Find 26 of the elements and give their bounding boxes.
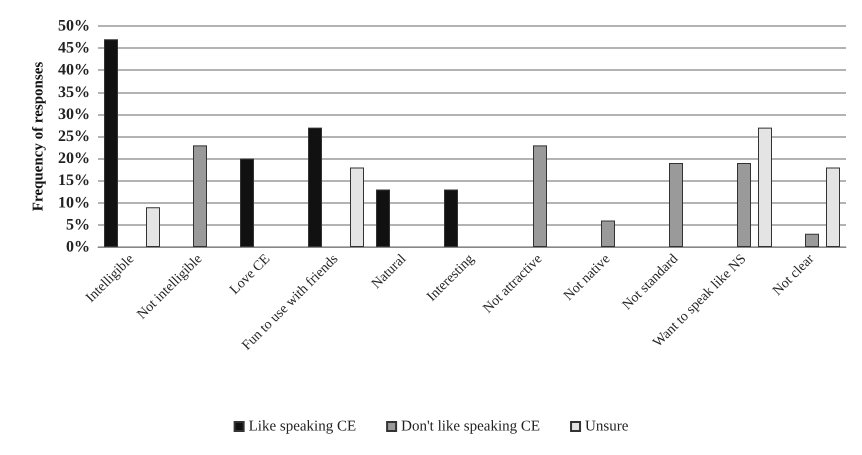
y-tick-label: 15% [58,172,90,190]
bar [350,167,364,247]
y-tick-label: 5% [66,216,90,234]
bar [826,167,840,247]
y-tick-label: 35% [58,84,90,101]
y-tick-label: 25% [58,128,90,145]
bar [758,128,772,247]
y-tick-label: 30% [58,106,90,123]
bar [444,190,458,247]
bar [308,128,322,247]
y-tick-label: 0% [66,238,90,256]
x-tick-label: Love CE [227,252,274,298]
bar [240,158,254,247]
legend-label: Unsure [585,418,629,434]
bar [104,39,118,247]
y-tick-label: 40% [58,62,90,79]
bar [376,190,390,247]
bar [146,207,160,247]
legend-label: Don't like speaking CE [401,418,540,434]
y-tick-label: 45% [58,40,90,57]
x-tick-label: Not clear [770,251,818,299]
y-tick-label: 10% [58,194,90,212]
legend-label: Like speaking CE [248,418,356,434]
y-tick-label: 20% [58,150,90,168]
y-tick-label: 50% [58,18,90,34]
y-axis-title: Frequency of responses [30,62,46,212]
